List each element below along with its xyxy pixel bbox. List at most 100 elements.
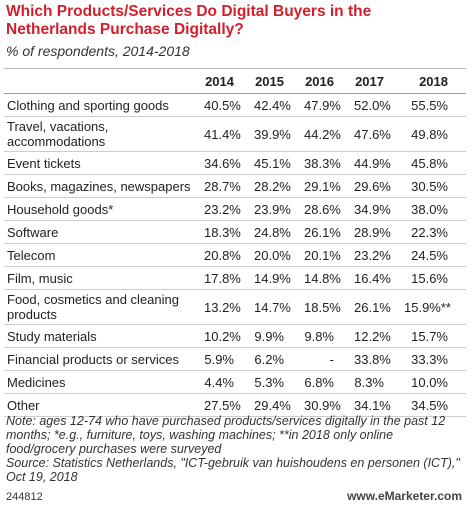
- cell: 5.9%: [204, 347, 254, 371]
- chart-id: 244812: [6, 491, 43, 503]
- column-header: 2016: [304, 68, 354, 94]
- row-label: Other: [4, 393, 204, 417]
- table-body: Clothing and sporting goods 40.5% 42.4% 47.…: [4, 93, 466, 417]
- cell: 6.2%: [254, 347, 304, 371]
- cell: 24.5%: [404, 243, 466, 267]
- table-row: Event tickets 34.6% 45.1% 38.3% 44.9% 45.8%: [4, 151, 466, 175]
- column-header: 2014: [204, 68, 254, 94]
- table-row: Books, magazines, newspapers 28.7% 28.2% 29…: [4, 174, 466, 198]
- notes: Note: ages 12-74 who have purchased prod…: [6, 414, 462, 484]
- cell: 45.1%: [254, 151, 304, 175]
- cell: 34.9%: [354, 197, 404, 221]
- cell: 38.3%: [304, 151, 354, 175]
- table-row: Other 27.5% 29.4% 30.9% 34.1% 34.5%: [4, 393, 466, 417]
- cell: 34.1%: [354, 393, 404, 417]
- cell: 15.9%**: [404, 289, 466, 325]
- cell: 38.0%: [404, 197, 466, 221]
- cell: 14.9%: [254, 266, 304, 290]
- cell: 14.7%: [254, 289, 304, 325]
- cell: 33.8%: [354, 347, 404, 371]
- row-label: Study materials: [4, 324, 204, 348]
- cell: 20.1%: [304, 243, 354, 267]
- row-label: Medicines: [4, 370, 204, 394]
- table-row: Software 18.3% 24.8% 26.1% 28.9% 22.3%: [4, 220, 466, 244]
- cell: 20.8%: [204, 243, 254, 267]
- cell: 47.9%: [304, 93, 354, 117]
- cell: 18.5%: [304, 289, 354, 325]
- cell: 34.6%: [204, 151, 254, 175]
- row-label: Food, cosmetics and cleaning products: [4, 289, 204, 325]
- cell: 4.4%: [204, 370, 254, 394]
- cell: 39.9%: [254, 116, 304, 152]
- cell: 20.0%: [254, 243, 304, 267]
- cell: 15.6%: [404, 266, 466, 290]
- cell: 23.9%: [254, 197, 304, 221]
- cell: 16.4%: [354, 266, 404, 290]
- cell: 29.1%: [304, 174, 354, 198]
- cell: 41.4%: [204, 116, 254, 152]
- data-table: 2014 2015 2016 2017 2018 Clothing and sporti…: [4, 68, 466, 417]
- table-row: Study materials 10.2% 9.9% 9.8% 12.2% 15.7%: [4, 324, 466, 348]
- row-label: Film, music: [4, 266, 204, 290]
- cell: 40.5%: [204, 93, 254, 117]
- subtitle: % of respondents, 2014-2018: [6, 43, 190, 59]
- cell: 45.8%: [404, 151, 466, 175]
- cell: 10.2%: [204, 324, 254, 348]
- cell: 17.8%: [204, 266, 254, 290]
- cell: 55.5%: [404, 93, 466, 117]
- cell: 29.4%: [254, 393, 304, 417]
- cell: 13.2%: [204, 289, 254, 325]
- row-label: Household goods*: [4, 197, 204, 221]
- table-row: Food, cosmetics and cleaning products 13.…: [4, 289, 466, 325]
- row-label: Event tickets: [4, 151, 204, 175]
- cell: 9.8%: [304, 324, 354, 348]
- cell: 5.3%: [254, 370, 304, 394]
- cell: 30.5%: [404, 174, 466, 198]
- cell: -: [304, 347, 354, 371]
- cell: 44.2%: [304, 116, 354, 152]
- cell: 29.6%: [354, 174, 404, 198]
- cell: 42.4%: [254, 93, 304, 117]
- cell: 28.7%: [204, 174, 254, 198]
- table-row: Medicines 4.4% 5.3% 6.8% 8.3% 10.0%: [4, 370, 466, 394]
- note: Source: Statistics Netherlands, "ICT-geb…: [6, 456, 460, 484]
- table-row: Clothing and sporting goods 40.5% 42.4% 47.…: [4, 93, 466, 117]
- column-header: 2018: [404, 68, 466, 94]
- cell: 47.6%: [354, 116, 404, 152]
- cell: 10.0%: [404, 370, 466, 394]
- column-header: 2017: [354, 68, 404, 94]
- cell: 30.9%: [304, 393, 354, 417]
- cell: 33.3%: [404, 347, 466, 371]
- cell: 27.5%: [204, 393, 254, 417]
- cell: 49.8%: [404, 116, 466, 152]
- title: Which Products/Services Do Digital Buyer…: [6, 3, 372, 38]
- cell: 34.5%: [404, 393, 466, 417]
- corner-cell: [4, 68, 204, 94]
- cell: 8.3%: [354, 370, 404, 394]
- table-row: Household goods* 23.2% 23.9% 28.6% 34.9% 38.0…: [4, 197, 466, 221]
- table-row: Film, music 17.8% 14.9% 14.8% 16.4% 15.6%: [4, 266, 466, 290]
- cell: 23.2%: [204, 197, 254, 221]
- cell: 26.1%: [304, 220, 354, 244]
- note: Note: ages 12-74 who have purchased prod…: [6, 414, 446, 456]
- row-label: Software: [4, 220, 204, 244]
- row-label: Books, magazines, newspapers: [4, 174, 204, 198]
- table-row: Telecom 20.8% 20.0% 20.1% 23.2% 24.5%: [4, 243, 466, 267]
- row-label: Telecom: [4, 243, 204, 267]
- column-header: 2015: [254, 68, 304, 94]
- header-row: 2014 2015 2016 2017 2018: [4, 68, 466, 94]
- row-label: Financial products or services: [4, 347, 204, 371]
- cell: 23.2%: [354, 243, 404, 267]
- cell: 24.8%: [254, 220, 304, 244]
- cell: 28.6%: [304, 197, 354, 221]
- cell: 14.8%: [304, 266, 354, 290]
- table-row: Travel, vacations, accommodations 41.4% 39…: [4, 116, 466, 152]
- cell: 44.9%: [354, 151, 404, 175]
- cell: 6.8%: [304, 370, 354, 394]
- row-label: Travel, vacations, accommodations: [4, 116, 204, 152]
- cell: 9.9%: [254, 324, 304, 348]
- cell: 26.1%: [354, 289, 404, 325]
- cell: 18.3%: [204, 220, 254, 244]
- cell: 28.9%: [354, 220, 404, 244]
